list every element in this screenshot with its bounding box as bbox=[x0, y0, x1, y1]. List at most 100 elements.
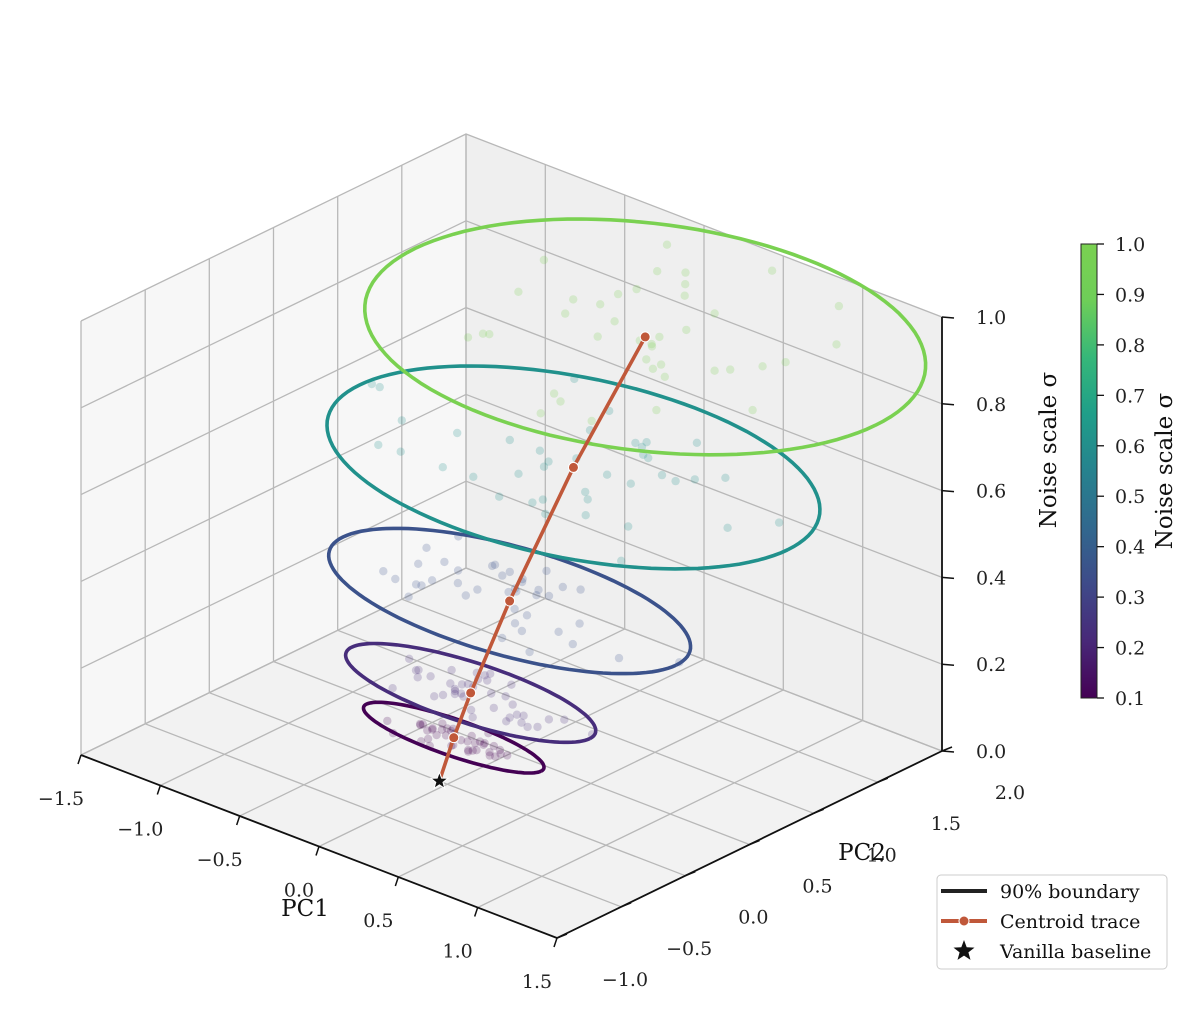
scatter-point bbox=[544, 457, 553, 466]
scatter-point bbox=[522, 611, 532, 620]
scatter-point bbox=[510, 619, 520, 628]
scatter-point bbox=[473, 585, 482, 594]
scatter-point bbox=[450, 684, 460, 694]
legend-boundary-label: 90% boundary bbox=[1000, 881, 1140, 903]
centroid-marker bbox=[567, 461, 579, 473]
scatter-point bbox=[404, 592, 413, 601]
scatter-point bbox=[519, 711, 528, 720]
grid-line-z bbox=[80, 567, 943, 756]
legend: 90% boundary Centroid trace Vanilla base… bbox=[936, 874, 1168, 970]
scatter-point bbox=[467, 731, 476, 741]
y-tick-label: −1.0 bbox=[602, 969, 648, 991]
scatter-point bbox=[495, 492, 504, 501]
scatter-point bbox=[411, 666, 421, 675]
colorbar-gradient bbox=[1080, 243, 1098, 699]
scatter-point bbox=[437, 725, 447, 734]
z-tick bbox=[941, 489, 955, 493]
scatter-point bbox=[544, 715, 554, 724]
scatter-point bbox=[538, 495, 548, 504]
scatter-point bbox=[457, 689, 466, 698]
scatter-point bbox=[653, 267, 662, 276]
scatter-point bbox=[453, 566, 463, 575]
scatter-point bbox=[411, 580, 421, 589]
z-tick bbox=[941, 663, 955, 666]
scatter-point bbox=[642, 438, 651, 447]
y-tick bbox=[877, 777, 889, 783]
legend-trace-marker bbox=[958, 915, 970, 927]
scatter-point bbox=[556, 397, 565, 406]
scatter-point bbox=[466, 705, 476, 715]
z-axis-label: Noise scale σ bbox=[1036, 371, 1062, 528]
scatter-point bbox=[692, 438, 702, 447]
scatter-point bbox=[428, 725, 437, 734]
scatter-point bbox=[624, 522, 633, 531]
scatter-point bbox=[480, 739, 489, 748]
centroid-trace bbox=[429, 331, 651, 790]
scatter-point bbox=[614, 653, 624, 663]
scatter-point bbox=[397, 416, 406, 425]
scatter-point bbox=[383, 716, 392, 726]
scatter-point bbox=[583, 495, 592, 504]
centroid-marker bbox=[504, 595, 516, 607]
boundary-ellipse bbox=[325, 364, 822, 571]
scatter-point bbox=[505, 567, 514, 577]
scatter-point bbox=[581, 487, 590, 497]
scatter-point bbox=[438, 719, 447, 728]
scatter-point bbox=[489, 741, 499, 751]
scatter-point bbox=[504, 587, 513, 597]
grid-line-z bbox=[80, 133, 943, 322]
scatter-point bbox=[430, 692, 439, 701]
scatter-point bbox=[681, 268, 690, 277]
grid-line-z bbox=[80, 480, 943, 669]
z-tick bbox=[941, 403, 955, 406]
scatter-point bbox=[774, 518, 784, 527]
scatter-point bbox=[767, 266, 777, 275]
scatter-point bbox=[682, 325, 691, 335]
scatter-point bbox=[508, 700, 517, 709]
scatter-point bbox=[690, 475, 699, 484]
y-axis-label: PC2 bbox=[838, 840, 886, 866]
scatter-point bbox=[502, 717, 511, 726]
boundary-ellipse bbox=[343, 641, 598, 745]
scatter-point bbox=[413, 673, 422, 682]
scatter-point bbox=[438, 690, 448, 700]
x-axis-label: PC1 bbox=[281, 896, 329, 922]
scatter-point bbox=[486, 669, 495, 678]
scatter-point bbox=[748, 405, 757, 415]
boundary-ellipse bbox=[361, 700, 546, 775]
colorbar-tick-label: 0.9 bbox=[1115, 284, 1145, 306]
centroid-marker bbox=[639, 331, 651, 343]
scatter-point bbox=[375, 382, 384, 392]
grid-line-z bbox=[80, 220, 943, 409]
colorbar-tick-label: 0.3 bbox=[1115, 587, 1145, 609]
y-tick bbox=[685, 870, 696, 877]
scatter-point bbox=[581, 511, 590, 520]
colorbar-tick-label: 0.6 bbox=[1115, 436, 1145, 458]
x-tick-label: −0.5 bbox=[197, 849, 243, 871]
y-tick bbox=[941, 746, 953, 752]
scatter-point bbox=[472, 746, 481, 755]
scatter-point bbox=[485, 751, 494, 760]
y-tick bbox=[749, 839, 760, 846]
axis-ticks: −1.5 −1.0 −0.5 0.0 0.5 1.0 1.5 −1.0 −0.5 0.0 0.5 1.… bbox=[38, 307, 1025, 993]
y-tick-label: 0.5 bbox=[802, 876, 832, 898]
scatter-point bbox=[396, 447, 405, 456]
scatter-point bbox=[468, 746, 477, 755]
scatter-point bbox=[587, 416, 596, 426]
scatter-point bbox=[485, 330, 494, 339]
scatter-point bbox=[575, 619, 584, 628]
scatter-point bbox=[423, 734, 433, 744]
scatter-point bbox=[644, 453, 653, 463]
scatter-point bbox=[710, 366, 719, 375]
scatter-point bbox=[655, 332, 664, 342]
scatter-point bbox=[414, 665, 423, 675]
scatter-point bbox=[758, 362, 767, 371]
y-tick-label: 2.0 bbox=[995, 782, 1025, 804]
scatter-point bbox=[414, 559, 423, 568]
scatter-point bbox=[721, 473, 730, 482]
scatter-point bbox=[652, 405, 661, 415]
scatter-point bbox=[489, 703, 498, 713]
scatter-point bbox=[453, 578, 463, 588]
boundary-ellipse bbox=[326, 526, 693, 676]
